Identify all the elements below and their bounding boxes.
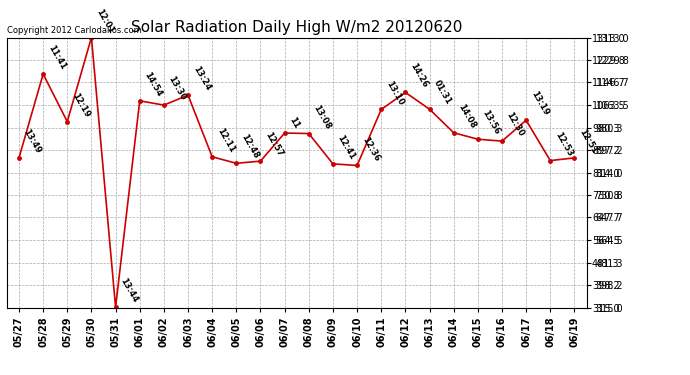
Text: 14:08: 14:08 [457, 102, 477, 130]
Text: 12:53: 12:53 [553, 130, 574, 158]
Text: 13:19: 13:19 [529, 90, 550, 117]
Text: 14:26: 14:26 [408, 62, 429, 90]
Text: 11: 11 [288, 116, 301, 130]
Text: 12:57: 12:57 [264, 131, 284, 158]
Text: 12:30: 12:30 [505, 111, 526, 138]
Text: 12:51: 12:51 [578, 128, 598, 155]
Text: 01:31: 01:31 [433, 79, 453, 106]
Text: Copyright 2012 Carlodallos.com: Copyright 2012 Carlodallos.com [7, 26, 141, 35]
Text: 11:41: 11:41 [46, 44, 67, 71]
Title: Solar Radiation Daily High W/m2 20120620: Solar Radiation Daily High W/m2 20120620 [131, 20, 462, 35]
Text: 12:19: 12:19 [70, 91, 91, 119]
Text: 13:30: 13:30 [167, 75, 188, 102]
Text: 13:44: 13:44 [119, 277, 139, 304]
Text: 13:49: 13:49 [22, 128, 43, 155]
Text: 12:36: 12:36 [360, 135, 381, 163]
Text: 14:54: 14:54 [143, 70, 164, 98]
Text: 12:41: 12:41 [336, 133, 357, 161]
Text: 13:10: 13:10 [384, 79, 405, 106]
Text: 12:11: 12:11 [215, 126, 236, 154]
Text: 12:48: 12:48 [239, 133, 260, 160]
Text: 13:24: 13:24 [191, 64, 212, 92]
Text: 13:56: 13:56 [481, 109, 502, 136]
Text: 12:01: 12:01 [95, 7, 115, 35]
Text: 13:08: 13:08 [312, 104, 333, 131]
